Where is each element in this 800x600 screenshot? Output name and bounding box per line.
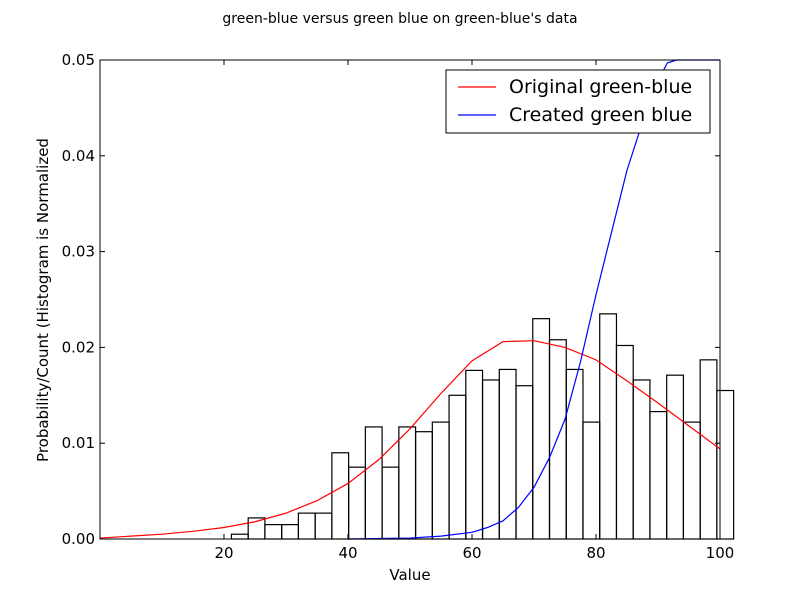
histogram-bar [414, 431, 433, 540]
plot-frame [99, 59, 721, 540]
histogram-bar [264, 524, 283, 540]
series-line-original [99, 340, 721, 539]
histogram-bar [582, 421, 601, 540]
histogram-bar [515, 385, 534, 540]
histogram-bar [481, 379, 500, 540]
y-tick-label: 0.04 [62, 147, 95, 165]
histogram-bar [398, 426, 417, 540]
histogram-bar [682, 421, 701, 540]
x-tick-label: 40 [338, 544, 357, 562]
histogram-bar [615, 344, 634, 540]
x-tick-label: 60 [462, 544, 481, 562]
histogram-bar [548, 339, 567, 540]
x-axis-label: Value [389, 566, 430, 584]
legend-label-original: Original green-blue [509, 76, 692, 98]
x-axis-ticks: 20 40 60 80 100 [214, 60, 734, 562]
histogram-bar [297, 512, 316, 540]
histogram-bar [364, 426, 383, 540]
histogram-bar [649, 410, 668, 540]
x-tick-label: 20 [214, 544, 233, 562]
chart-title: green-blue versus green blue on green-bl… [222, 11, 577, 27]
y-axis-label: Probability/Count (Histogram is Normaliz… [34, 138, 52, 462]
histogram-bar [716, 389, 735, 540]
legend-box [445, 69, 711, 134]
histogram-bar [632, 379, 651, 540]
x-tick-label: 100 [706, 544, 735, 562]
y-tick-label: 0.00 [62, 530, 95, 548]
histogram-bar [381, 466, 400, 540]
histogram-bar [465, 369, 484, 540]
histogram-bar [666, 374, 685, 540]
y-tick-label: 0.02 [62, 338, 95, 356]
histogram-bar [599, 313, 618, 540]
y-axis-ticks: 0.00 0.01 0.02 0.03 0.04 0.05 [62, 51, 720, 548]
histogram-bar [448, 394, 467, 540]
histogram-bar [565, 368, 584, 540]
legend-label-created: Created green blue [509, 104, 692, 126]
histogram-bar [314, 512, 333, 540]
histogram-bar [498, 368, 517, 540]
legend: Original green-blue Created green blue [445, 69, 711, 134]
y-tick-label: 0.01 [62, 434, 95, 452]
x-tick-label: 80 [586, 544, 605, 562]
histogram-bar [281, 524, 300, 540]
histogram-bar [348, 466, 366, 540]
y-tick-label: 0.05 [62, 51, 95, 69]
histogram-bar [431, 421, 450, 540]
series-lines [99, 59, 721, 540]
histogram-bar [699, 359, 718, 540]
histogram-bar [331, 452, 350, 540]
histogram-bar [230, 533, 249, 540]
histogram-bar [532, 318, 551, 540]
y-tick-label: 0.03 [62, 243, 95, 261]
series-line-created [347, 59, 720, 540]
